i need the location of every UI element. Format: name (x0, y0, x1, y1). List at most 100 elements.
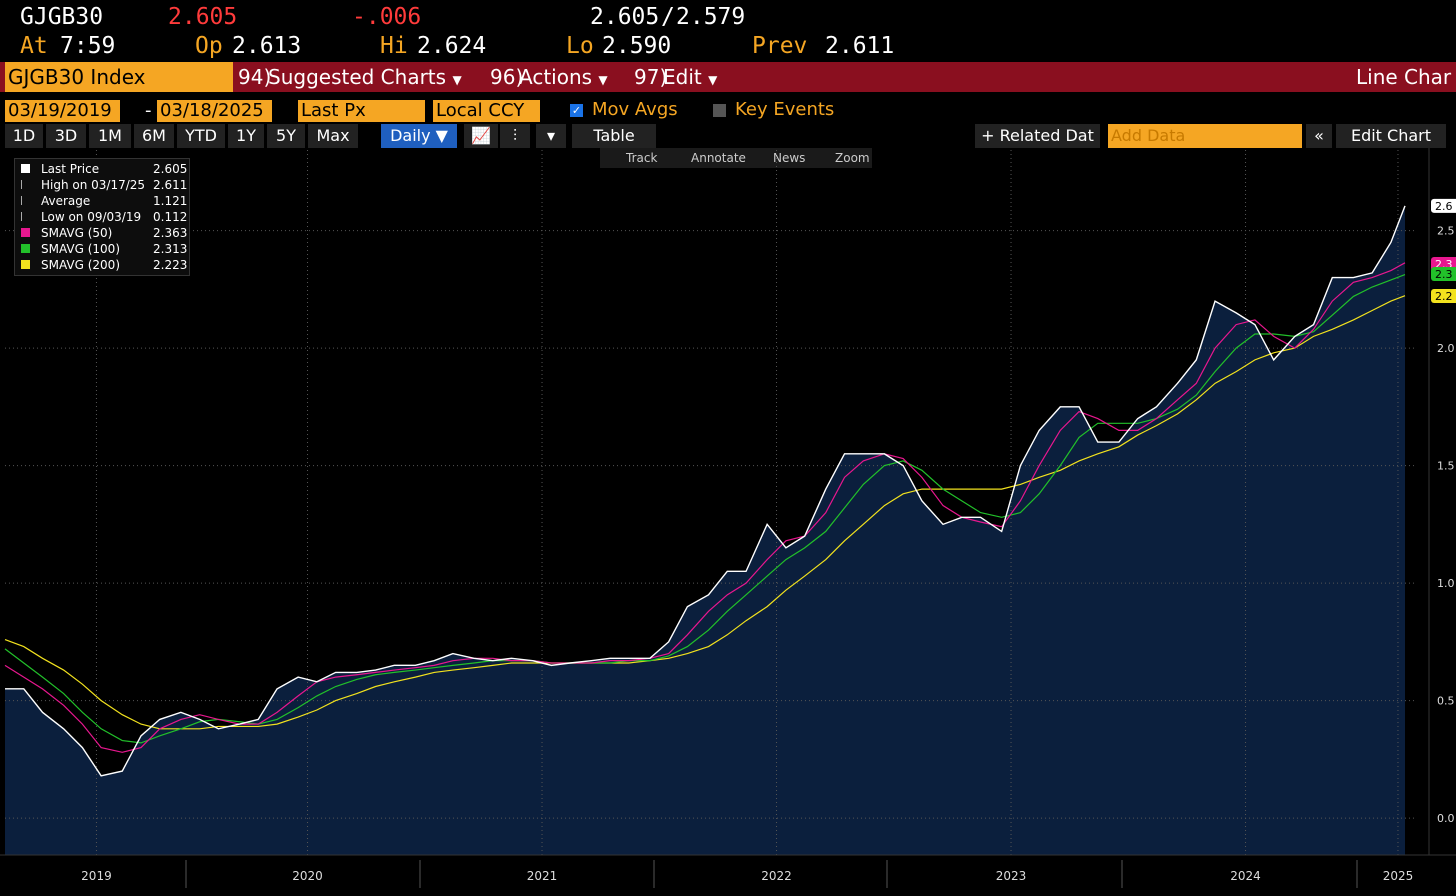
value: 2.624 (417, 33, 487, 59)
label: Lo (566, 33, 594, 59)
x-tick-label: 2021 (527, 869, 558, 883)
x-tick-label: 2022 (761, 869, 792, 883)
bar-type[interactable]: ⫶ (500, 124, 530, 148)
change: -.006 (352, 4, 422, 30)
menu-code: 97) (634, 65, 668, 89)
end-tag (1431, 289, 1456, 303)
y-tick-label: 1.0 (1437, 577, 1455, 590)
add-data[interactable]: Add Data (1108, 124, 1302, 148)
value: 7:59 (60, 33, 116, 59)
series-line (4, 273, 1406, 744)
period[interactable]: YTD (177, 124, 225, 148)
legend: Last Price 2.605 High on 03/17/25 2.611 Aver… (14, 158, 190, 276)
frequency[interactable]: Daily ▼ (381, 124, 457, 148)
end-tag-label: 2.6 (1435, 200, 1453, 213)
legend-value: 2.363 (153, 226, 188, 240)
legend-swatch (21, 260, 30, 269)
legend-swatch (21, 244, 30, 253)
toolbar (0, 62, 1456, 92)
edit-label: Edit Chart (1350, 126, 1432, 145)
y-tick-label: 0.0 (1437, 812, 1455, 825)
legend-name: SMAVG (200) (41, 258, 121, 272)
period[interactable]: 1Y (228, 124, 264, 148)
currency[interactable]: Local CCY (433, 100, 540, 122)
period[interactable]: 6M (134, 124, 174, 148)
period[interactable]: 3D (46, 124, 86, 148)
security[interactable]: GJGB30 Index (5, 62, 233, 92)
window-title: Line Char (1356, 65, 1452, 89)
series-line (5, 205, 1406, 777)
end-tag-label: 2.2 (1435, 290, 1453, 303)
ticker: GJGB30 (20, 4, 104, 30)
legend-swatch (21, 196, 31, 205)
tool[interactable]: News (773, 151, 806, 165)
dash: - (145, 100, 152, 121)
x-tick-label: 2024 (1230, 869, 1261, 883)
menu-code: 96) (490, 65, 524, 89)
period[interactable]: 1D (5, 124, 43, 148)
value: 2.611 (825, 33, 895, 59)
menu-label: Suggested Charts (268, 65, 447, 89)
chart: 0.0 0.5 1.0 1.5 2.0 2.5 2019 2020 2021 2022 2023 20… (0, 148, 1456, 888)
end-tag-label: 2.3 (1435, 268, 1453, 281)
x-tick-label: 2020 (292, 869, 323, 883)
last: 2.605 (168, 4, 238, 30)
legend-value: 2.313 (153, 242, 188, 256)
related-data[interactable]: + Related Dat (975, 124, 1100, 148)
x-tick-label: 2023 (996, 869, 1027, 883)
checkbox[interactable] (713, 104, 726, 117)
legend-swatch (21, 164, 30, 173)
dropdown[interactable]: ▾ (536, 124, 566, 148)
value: 2.590 (602, 33, 672, 59)
start-date[interactable]: 03/19/2019 (5, 100, 120, 122)
legend-swatch (21, 228, 30, 237)
price-area (5, 205, 1405, 855)
tool[interactable]: Annotate (691, 151, 746, 165)
menu-item[interactable]: Actions ▼ (519, 65, 608, 89)
menu-code: 94) (238, 65, 272, 89)
edit-chart[interactable]: Edit Chart (1336, 124, 1446, 148)
legend-value: 1.121 (153, 194, 188, 208)
menu-label: Actions (519, 65, 593, 89)
legend-name: Low on 09/03/19 (41, 210, 142, 224)
tool[interactable]: Zoom (835, 151, 870, 165)
collapse[interactable]: « (1306, 124, 1332, 148)
legend-value: 2.605 (153, 162, 188, 176)
menu-item[interactable]: Suggested Charts ▼ (268, 65, 462, 89)
legend-value: 0.112 (153, 210, 188, 224)
tool[interactable]: Track (626, 151, 658, 165)
series-line (4, 295, 1406, 730)
label: Op (195, 33, 223, 59)
y-tick-label: 2.0 (1437, 342, 1455, 355)
menu-item[interactable]: Edit ▼ (663, 65, 718, 89)
period[interactable]: 5Y (267, 124, 305, 148)
x-tick-label: 2025 (1383, 869, 1414, 883)
legend-name: Last Price (41, 162, 100, 176)
field[interactable]: Last Px (298, 100, 425, 122)
x-tick-label: 2019 (81, 869, 112, 883)
end-tag (1431, 198, 1456, 213)
period[interactable]: 1M (89, 124, 131, 148)
value: 2.613 (232, 33, 302, 59)
tool-bar (600, 148, 872, 168)
y-tick-label: 2.5 (1437, 225, 1455, 238)
key-events[interactable]: Key Events (735, 99, 835, 120)
end-tag (1431, 267, 1456, 281)
bid: 2.605 (590, 4, 660, 30)
checkbox[interactable]: ✓ (570, 104, 583, 117)
legend-value: 2.223 (153, 258, 188, 272)
table[interactable]: Table (572, 124, 656, 148)
menu-label: Edit (663, 65, 702, 89)
mov-avgs[interactable]: Mov Avgs (592, 99, 678, 120)
period[interactable]: Max (308, 124, 358, 148)
label: Prev (752, 33, 808, 59)
legend-name: Average (41, 194, 91, 208)
sep: / (661, 4, 675, 30)
legend-swatch (21, 212, 31, 221)
label: Hi (380, 33, 408, 59)
ask: 2.579 (676, 4, 746, 30)
chart-type[interactable]: 📈 (464, 124, 498, 148)
y-tick-label: 0.5 (1437, 695, 1455, 708)
legend-name: SMAVG (100) (41, 242, 121, 256)
end-date[interactable]: 03/18/2025 (157, 100, 272, 122)
